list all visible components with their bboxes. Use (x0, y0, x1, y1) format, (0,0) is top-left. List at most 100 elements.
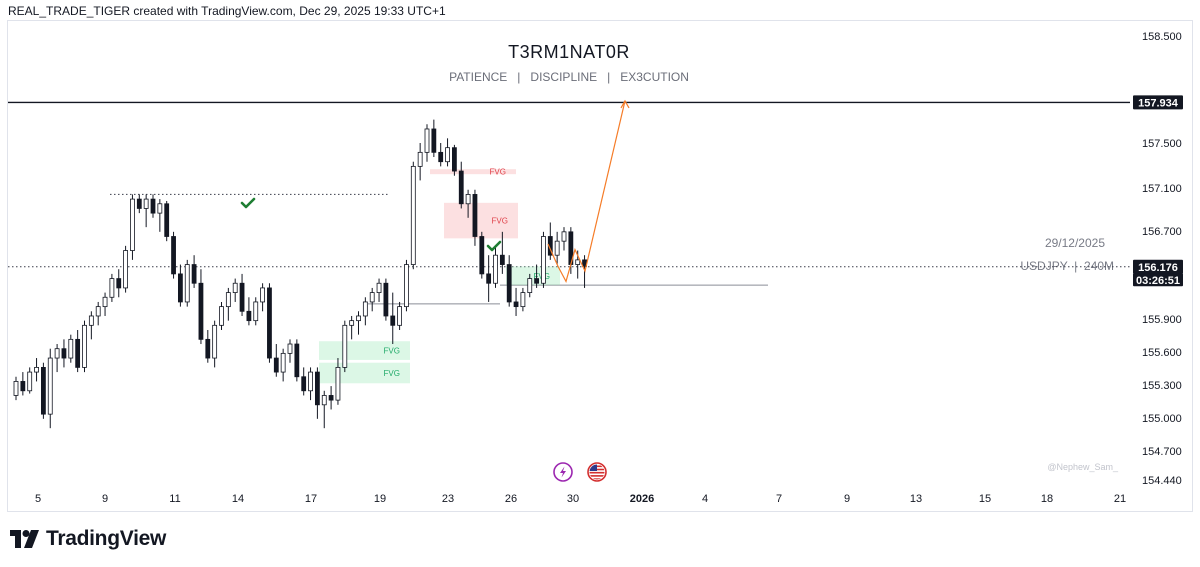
x-tick-label: 18 (1041, 493, 1053, 505)
candle (27, 367, 33, 394)
candle-body-up (445, 147, 450, 163)
x-tick-label: 15 (979, 493, 991, 505)
candle (47, 348, 53, 429)
candle-body-up (47, 357, 53, 415)
candle-body-down (294, 343, 300, 378)
candle (294, 339, 300, 382)
candle-body-down (205, 338, 211, 359)
candle (143, 194, 149, 228)
candle (212, 320, 218, 368)
chart-date: 29/12/2025 (1045, 236, 1105, 250)
candle-body-down (239, 282, 245, 312)
candle (177, 264, 183, 307)
target-price-label-text: 157.934 (1138, 97, 1179, 109)
candle (225, 287, 231, 321)
x-tick-label: 17 (305, 493, 317, 505)
tradingview-logo[interactable]: TradingView (10, 527, 166, 551)
candle (472, 189, 478, 246)
candle-body-down (246, 310, 252, 322)
candle (527, 273, 533, 298)
fvg-zone (430, 169, 516, 175)
candle-body-up (369, 292, 375, 303)
candle (219, 301, 224, 330)
candle (486, 255, 492, 302)
candle-body-up (362, 301, 368, 317)
candle-body-down (458, 170, 464, 205)
candle-body-up (575, 259, 581, 265)
candle-body-down (431, 128, 437, 153)
fvg-label: FVG (384, 347, 400, 356)
candle (445, 138, 450, 167)
candle (493, 245, 498, 288)
candle-body-down (150, 198, 156, 214)
candle (198, 269, 204, 345)
us-flag-icon[interactable] (587, 462, 607, 482)
candle-body-down (116, 278, 122, 289)
y-axis: 158.500157.500157.100156.700156.300155.9… (1133, 31, 1183, 487)
candle (582, 255, 587, 288)
candle-body-up (68, 338, 74, 359)
candle (335, 358, 341, 405)
candle-body-down (273, 357, 279, 373)
projection-path (547, 100, 626, 283)
y-tick-label: 154.440 (1142, 475, 1182, 487)
candle-body-down (486, 273, 492, 284)
y-tick-label: 154.700 (1142, 446, 1182, 458)
candle-body-down (61, 348, 67, 359)
candle-body-down (164, 203, 170, 237)
candle-body-down (41, 366, 46, 415)
candle-body-up (554, 240, 560, 256)
x-axis: 5 9 11 14 17 19 23 26 30 2026 4 7 9 13 15 18 21 (35, 493, 1126, 505)
x-tick-label: 5 (35, 493, 41, 505)
candle (102, 292, 108, 316)
candle-body-down (20, 381, 26, 392)
candle (465, 189, 471, 218)
candle-body-down (451, 147, 457, 172)
candle (239, 273, 245, 316)
candle-body-up (376, 282, 382, 293)
candle-body-up (410, 165, 416, 265)
candle (356, 311, 361, 335)
x-tick-label: 7 (776, 493, 782, 505)
candle (458, 161, 464, 209)
candle-body-up (280, 352, 286, 373)
candles (13, 119, 587, 429)
checkmark-icon (240, 197, 256, 209)
tradingview-wordmark: TradingView (46, 527, 167, 550)
candle-body-down (301, 376, 307, 392)
lightning-icon[interactable] (553, 462, 573, 482)
candle-body-up (123, 250, 128, 289)
target-price-label-bg (1133, 95, 1183, 110)
candle (41, 362, 46, 419)
candle (451, 144, 457, 176)
candle-body-down (499, 254, 505, 265)
fvg-zone (506, 266, 560, 286)
x-tick-label: 2026 (630, 493, 654, 505)
countdown-label: 03:26:51 (1133, 273, 1183, 287)
x-tick-label: 11 (169, 493, 180, 505)
candle (184, 259, 190, 307)
candle (301, 367, 307, 396)
x-tick-label: 14 (232, 493, 244, 505)
candle-body-up (54, 348, 60, 359)
watermark-handle: @Nephew_Sam_ (1047, 462, 1119, 472)
y-tick-label: 155.000 (1142, 413, 1182, 425)
candle-body-down (390, 315, 396, 326)
candle (164, 200, 170, 242)
candle (95, 301, 101, 326)
candle-body-up (109, 278, 115, 298)
candle-body-up (335, 366, 341, 401)
price-chart[interactable]: T3RM1NAT0R PATIENCE | DISCIPLINE | EX3CU… (0, 0, 1200, 520)
candle-body-up (541, 236, 546, 284)
candle-body-down (198, 282, 204, 340)
x-tick-label: 21 (1114, 493, 1126, 505)
candle (109, 273, 115, 302)
candle-body-down (479, 236, 485, 275)
candle (54, 344, 60, 373)
candle (390, 292, 396, 345)
candle-body-up (95, 306, 101, 317)
candle-body-down (191, 264, 197, 284)
candle-body-up (308, 371, 313, 392)
candle-body-up (404, 264, 409, 308)
candle (116, 269, 122, 298)
